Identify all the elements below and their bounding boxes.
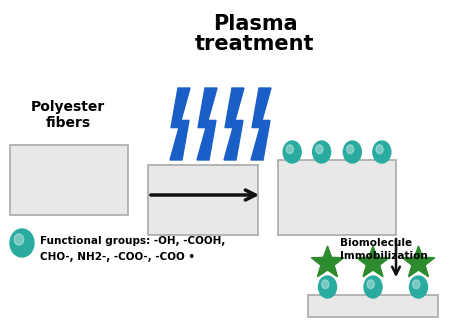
Polygon shape <box>170 88 190 160</box>
Text: Plasma: Plasma <box>213 14 297 34</box>
Text: Biomolecule
Immobilization: Biomolecule Immobilization <box>340 238 428 261</box>
Text: treatment: treatment <box>195 34 315 54</box>
Ellipse shape <box>313 141 331 163</box>
Ellipse shape <box>346 145 354 154</box>
Text: Functional groups: -OH, -COOH,: Functional groups: -OH, -COOH, <box>40 236 225 246</box>
Bar <box>148 165 258 235</box>
Polygon shape <box>311 246 344 277</box>
Ellipse shape <box>322 280 329 289</box>
Polygon shape <box>251 88 271 160</box>
Text: Polyester
fibers: Polyester fibers <box>31 100 105 130</box>
Ellipse shape <box>410 276 428 298</box>
Ellipse shape <box>413 280 420 289</box>
Ellipse shape <box>343 141 361 163</box>
Ellipse shape <box>286 145 293 154</box>
Ellipse shape <box>319 276 337 298</box>
Ellipse shape <box>10 229 34 257</box>
Ellipse shape <box>367 280 374 289</box>
Polygon shape <box>197 88 217 160</box>
Ellipse shape <box>364 276 382 298</box>
Polygon shape <box>224 88 244 160</box>
Bar <box>278 160 396 235</box>
Ellipse shape <box>373 141 391 163</box>
Polygon shape <box>402 246 435 277</box>
Bar <box>308 295 438 317</box>
Ellipse shape <box>316 145 323 154</box>
Text: CHO-, NH2-, -COO-, -COO •: CHO-, NH2-, -COO-, -COO • <box>40 252 195 262</box>
Ellipse shape <box>14 234 24 245</box>
Bar <box>10 145 128 215</box>
Ellipse shape <box>376 145 383 154</box>
Polygon shape <box>357 246 389 277</box>
Ellipse shape <box>283 141 301 163</box>
